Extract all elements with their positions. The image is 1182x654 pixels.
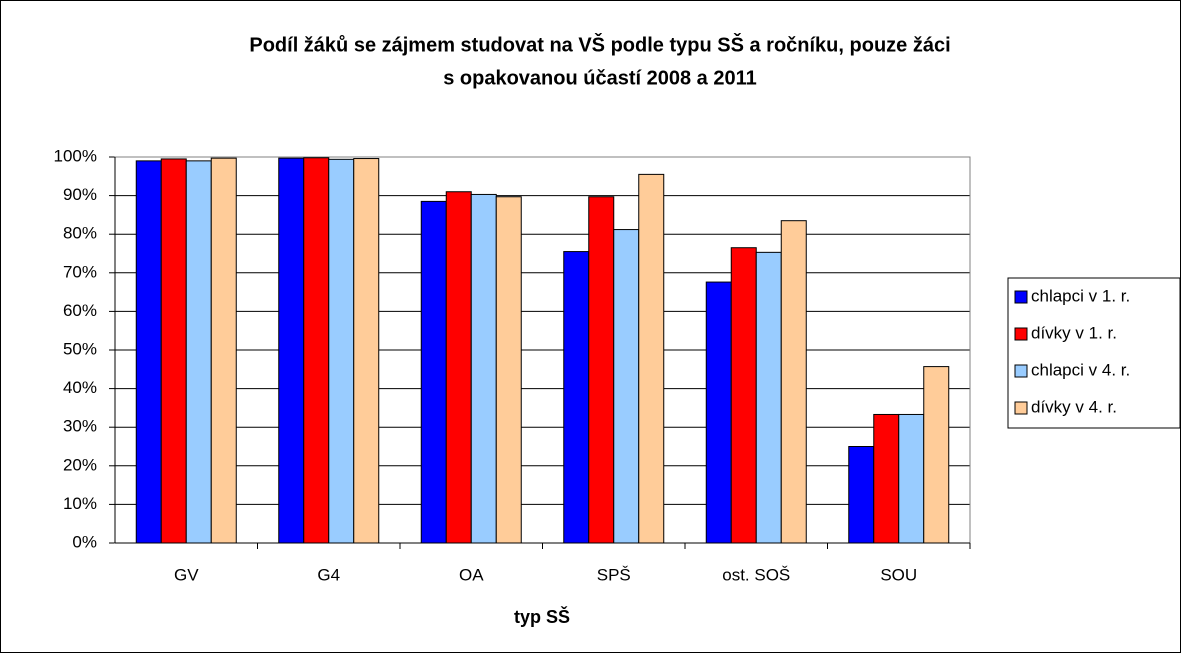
legend-swatch [1014,364,1028,378]
y-tick-label: 20% [63,455,97,474]
x-tick-label: ost. SOŠ [722,565,790,584]
bar [923,366,950,544]
bar [303,157,330,544]
y-tick-label: 80% [63,224,97,243]
bar [780,220,807,544]
y-tick-label: 40% [63,378,97,397]
bar [470,193,497,544]
y-tick-label: 10% [63,494,97,513]
bar [613,229,640,544]
x-tick-label: SOU [880,565,917,584]
bar [588,196,615,544]
bar [638,173,665,544]
y-tick-label: 0% [72,532,97,551]
x-tick-label: SPŠ [597,565,631,584]
bar [730,247,757,544]
y-tick-label: 100% [54,146,97,165]
bar [563,251,590,544]
legend-swatch [1014,290,1028,304]
bar [848,446,875,544]
x-axis-title: typ SŠ [514,606,570,627]
y-tick-label: 60% [63,301,97,320]
legend-label: chlapci v 1. r. [1031,286,1130,305]
bar [445,191,472,544]
legend-swatch [1014,327,1028,341]
bar [328,158,355,544]
bar [705,281,732,544]
chart-title: Podíl žáků se zájmem studovat na VŠ podl… [249,32,950,56]
bar [755,251,782,544]
y-tick-label: 30% [63,417,97,436]
bar [185,160,212,544]
bar [898,413,925,544]
bar [353,158,380,544]
bar [873,413,900,544]
x-tick-label: OA [459,565,484,584]
bar [160,158,187,544]
chart-subtitle: s opakovanou účastí 2008 a 2011 [443,67,757,89]
bar [495,196,522,544]
bar [210,157,237,544]
legend-swatch [1014,401,1028,415]
legend-label: dívky v 1. r. [1031,323,1117,342]
bar [278,157,305,544]
legend-label: chlapci v 4. r. [1031,360,1130,379]
x-tick-label: GV [174,565,199,584]
bar [420,200,447,544]
y-tick-label: 90% [63,185,97,204]
y-tick-label: 50% [63,339,97,358]
legend-box [1007,277,1181,429]
x-tick-label: G4 [317,565,340,584]
legend-label: dívky v 4. r. [1031,397,1117,416]
bar [135,160,162,544]
y-tick-label: 70% [63,262,97,281]
